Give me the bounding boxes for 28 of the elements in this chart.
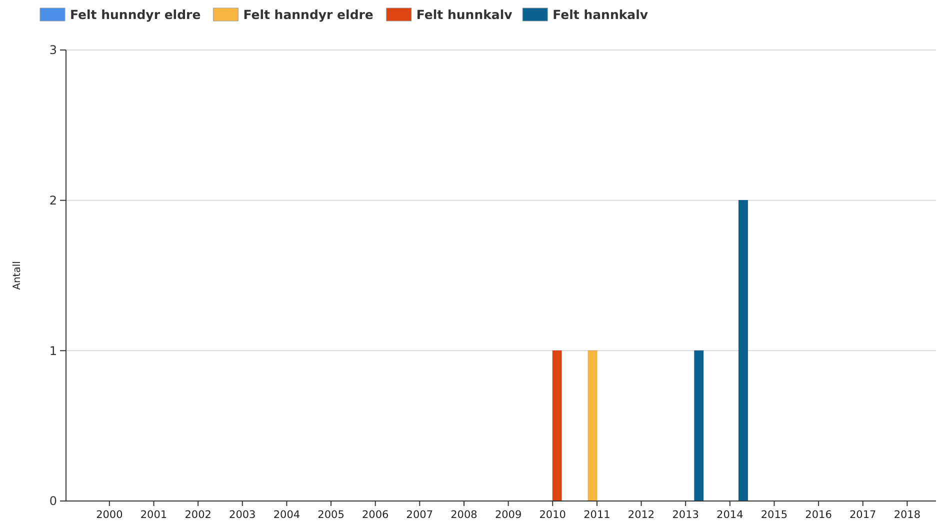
y-tick-label: 2 [49,194,57,208]
x-tick-label: 2015 [760,509,788,521]
x-tick-label: 2007 [406,509,434,521]
x-tick-label: 2004 [273,509,300,521]
x-tick-label: 2018 [894,509,921,521]
legend-label: Felt hunnkalv [416,7,512,22]
x-tick-label: 2009 [494,509,522,521]
x-tick-label: 2006 [362,509,390,521]
x-tick-label: 2002 [184,509,212,521]
legend-label: Felt hannkalv [552,7,648,22]
x-tick-label: 2014 [716,509,744,521]
legend-label: Felt hunndyr eldre [70,7,201,22]
x-tick-label: 2001 [140,509,168,521]
y-axis-title: Antall [12,261,23,290]
x-tick-label: 2013 [672,509,699,521]
x-tick-label: 2011 [584,509,610,521]
y-tick-label: 0 [49,494,57,508]
x-tick-label: 2003 [229,509,256,521]
x-tick-label: 2005 [318,509,344,521]
x-tick-label: 2008 [450,509,478,521]
x-tick-label: 2012 [628,509,655,521]
y-tick-label: 3 [49,43,57,58]
y-tick-label: 1 [49,344,57,358]
x-tick-label: 2017 [850,509,876,521]
legend-label: Felt hanndyr eldre [243,7,374,22]
x-tick-label: 2000 [96,509,123,521]
x-tick-label: 2010 [539,509,566,521]
x-tick-label: 2016 [805,509,832,521]
